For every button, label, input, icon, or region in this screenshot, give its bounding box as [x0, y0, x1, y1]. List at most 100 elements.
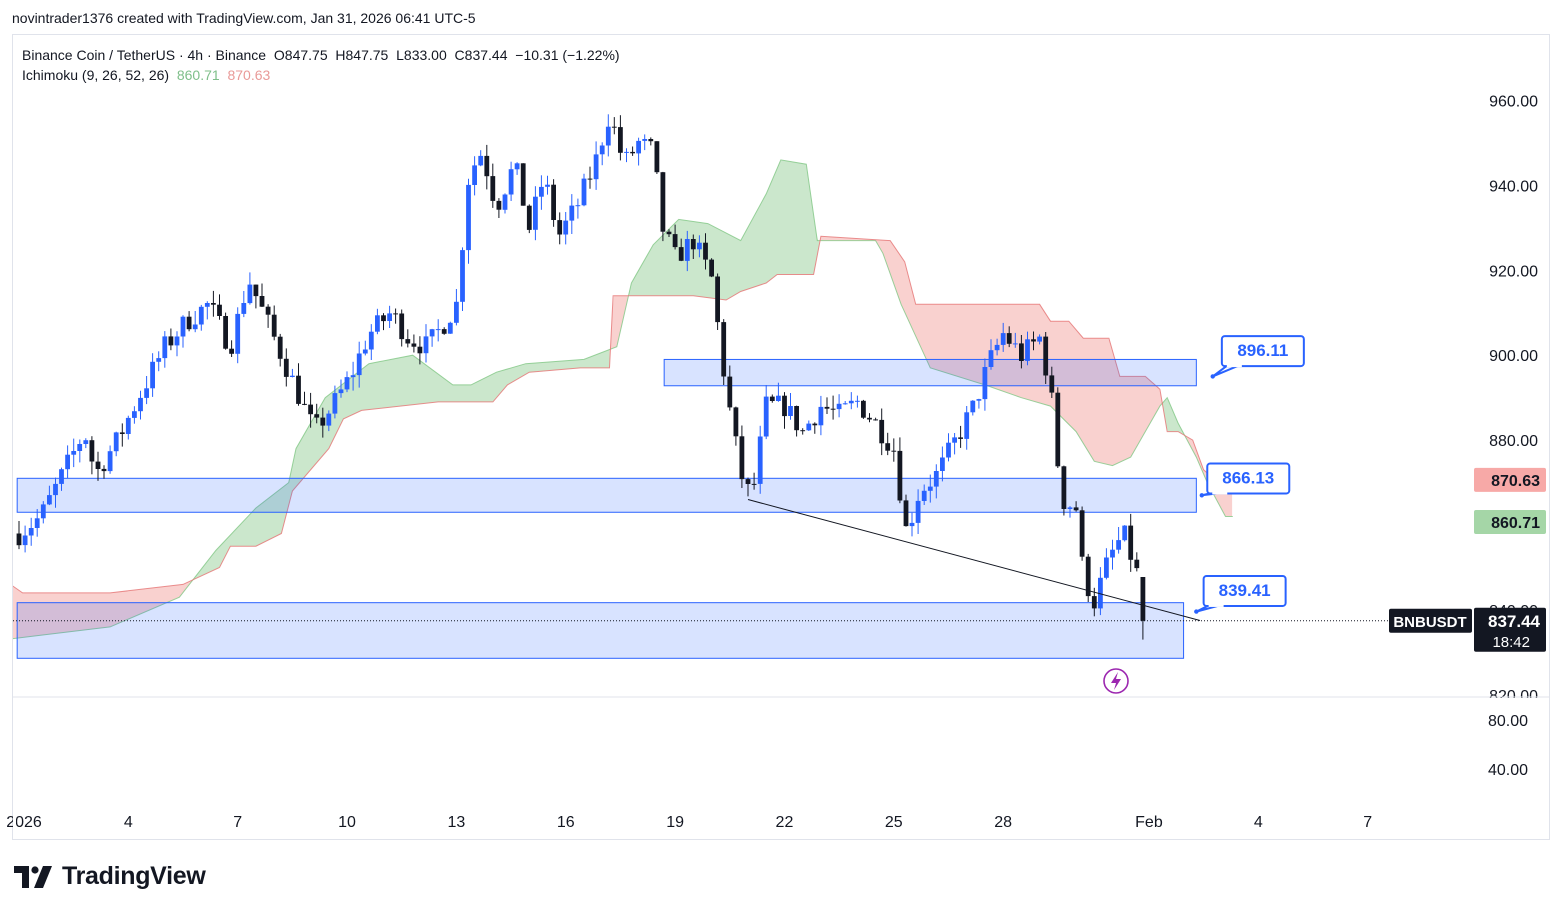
- callout-joint: [1208, 602, 1224, 607]
- candle-up: [423, 336, 429, 354]
- candle-up: [593, 154, 599, 180]
- candle-down: [271, 314, 277, 337]
- candle-up: [855, 400, 860, 402]
- candle-up: [71, 451, 77, 455]
- indicator-value-span-a: 860.71: [176, 67, 220, 83]
- legend-symbol-row: Binance Coin / TetherUS · 4h · Binance O…: [22, 45, 620, 65]
- ichimoku-cloud-bullish: [628, 160, 820, 300]
- candle-up: [1116, 540, 1121, 550]
- price-axis-tick: 920.00: [1489, 263, 1538, 280]
- candle-down: [381, 315, 386, 322]
- axis-mask: [1478, 698, 1548, 706]
- candle-up: [53, 483, 58, 496]
- candle-down: [885, 443, 891, 451]
- candle-up: [533, 196, 538, 230]
- candle-down: [660, 172, 666, 232]
- ichimoku-cloud-bullish: [192, 349, 610, 581]
- candle-up: [514, 163, 520, 170]
- candle-down: [745, 479, 751, 484]
- candle-up: [174, 336, 180, 346]
- candle-up: [1122, 525, 1128, 541]
- candle-down: [1055, 392, 1061, 467]
- candle-up: [1104, 557, 1109, 578]
- last-price-label: 837.44: [1488, 612, 1541, 631]
- candle-down: [229, 348, 234, 354]
- candle-up: [144, 388, 149, 398]
- candle-down: [1061, 466, 1067, 509]
- candle-down: [861, 400, 866, 418]
- candle-up: [915, 500, 921, 523]
- lightning-event-icon: [1103, 668, 1129, 694]
- ichimoku-span-b-line: [13, 235, 1233, 594]
- candle-down: [393, 313, 398, 315]
- callout-box: [1202, 574, 1287, 607]
- candle-down: [751, 483, 757, 485]
- candle-up: [466, 184, 471, 251]
- candle-down: [618, 127, 623, 153]
- time-axis-tick: 25: [885, 814, 903, 831]
- candle-down: [296, 375, 301, 404]
- candle-down: [526, 205, 532, 230]
- candle-up: [806, 423, 812, 431]
- price-axis-tick: 940.00: [1489, 178, 1538, 195]
- candles: [16, 114, 1146, 640]
- candle-up: [290, 375, 295, 377]
- callout-box: [1220, 335, 1305, 368]
- candle-up: [356, 353, 362, 376]
- ichimoku-span-a-line: [13, 159, 1233, 640]
- chart-frame: [12, 34, 1550, 840]
- candle-up: [180, 316, 186, 337]
- candle-down: [891, 450, 897, 452]
- candle-down: [484, 155, 490, 177]
- candle-down: [715, 276, 720, 323]
- candle-up: [350, 375, 356, 378]
- ichimoku-cloud-bullish: [1162, 398, 1184, 435]
- candle-down: [800, 430, 806, 432]
- candle-up: [204, 303, 210, 307]
- symbol-tag-label: BNBUSDT: [1393, 614, 1466, 631]
- candle-down: [557, 220, 563, 235]
- candle-down: [1140, 577, 1146, 621]
- candle-down: [265, 306, 271, 315]
- candle-down: [119, 432, 125, 434]
- price-tag-label: 860.71: [1491, 515, 1540, 532]
- callout-anchor-dot: [1199, 493, 1205, 498]
- candle-up: [454, 301, 459, 323]
- candle-up: [478, 155, 484, 166]
- legend-indicator-row[interactable]: Ichimoku (9, 26, 52, 26) 860.71 870.63: [22, 65, 620, 85]
- candle-up: [47, 495, 52, 505]
- candle-up: [508, 169, 514, 195]
- legend-high: H847.75: [335, 47, 389, 63]
- candle-down: [824, 406, 830, 409]
- candle-up: [933, 471, 939, 487]
- time-axis-tick: 7: [233, 814, 242, 831]
- candle-down: [867, 417, 872, 420]
- candle-up: [22, 535, 28, 546]
- candle-up: [757, 436, 763, 484]
- candle-up: [83, 440, 89, 444]
- candle-up: [976, 399, 982, 401]
- candle-down: [168, 336, 174, 346]
- candle-down: [283, 358, 289, 377]
- candle-up: [1037, 336, 1042, 342]
- candle-up: [921, 490, 927, 501]
- candle-up: [569, 205, 575, 221]
- candle-down: [1091, 596, 1097, 609]
- tradingview-logo[interactable]: TradingView: [14, 862, 206, 891]
- candle-down: [496, 200, 502, 210]
- lightning-icon: [1111, 672, 1121, 690]
- candle-down: [1019, 343, 1024, 361]
- candle-down: [186, 316, 192, 330]
- ichimoku-cloud-bearish: [13, 580, 193, 639]
- price-callout-1: 896.11: [1210, 335, 1305, 379]
- time-axis-tick: 7: [1363, 814, 1372, 831]
- candle-down: [411, 343, 417, 347]
- candle-up: [326, 413, 332, 426]
- candle-up: [818, 406, 824, 426]
- callout-joint: [1212, 490, 1228, 495]
- candle-down: [690, 239, 696, 250]
- candle-up: [940, 457, 945, 471]
- candle-up: [909, 522, 915, 527]
- candle-up: [994, 344, 1000, 351]
